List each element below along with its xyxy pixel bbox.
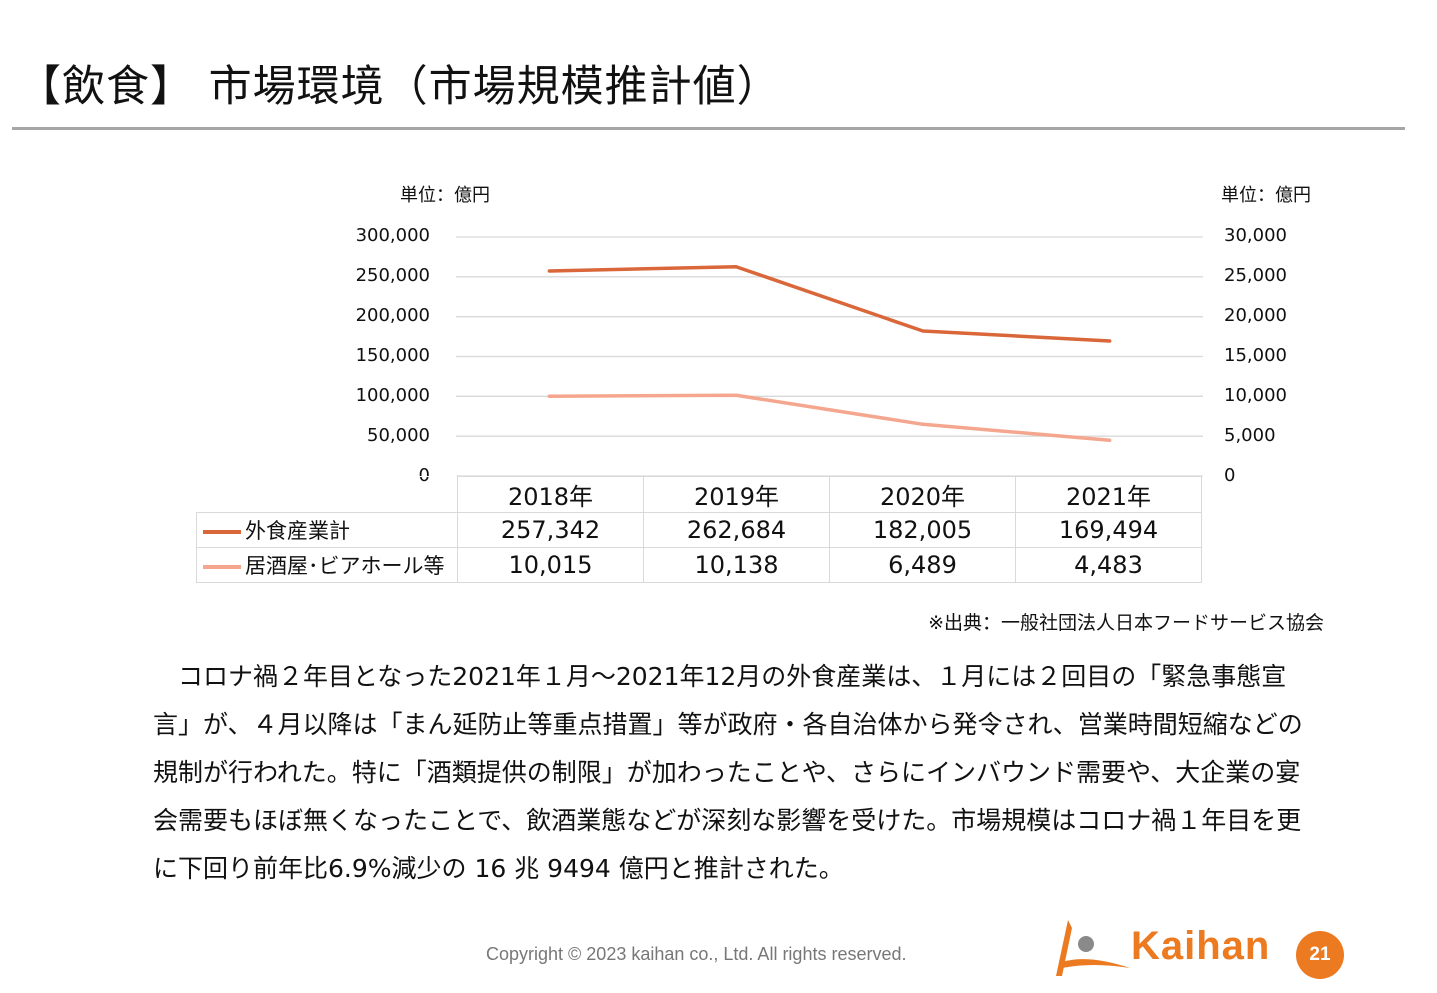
legend-entry: 外食産業計 — [196, 512, 458, 548]
data-point — [547, 269, 551, 273]
data-point — [1108, 339, 1112, 343]
table-header-row: 2018年 2019年 2020年 2021年 — [196, 476, 1202, 513]
line-chart — [456, 236, 1203, 477]
data-label: 262,684 — [643, 512, 830, 548]
data-point — [921, 329, 925, 333]
right-tick-label: 15,000 — [1224, 345, 1287, 366]
right-tick-label: 20,000 — [1224, 305, 1287, 326]
title-divider — [12, 127, 1405, 130]
data-label: 257,342 — [457, 512, 644, 548]
legend-line-swatch — [203, 565, 241, 569]
right-axis-unit: 単位：億円 — [1221, 185, 1311, 206]
legend-entry: 居酒屋･ビアホール等 — [196, 547, 458, 583]
right-tick-label: 25,000 — [1224, 265, 1287, 286]
right-tick-label: 10,000 — [1224, 385, 1287, 406]
right-tick-label: 30,000 — [1224, 225, 1287, 246]
table-row: 外食産業計 257,342 262,684 182,005 169,494 — [196, 512, 1202, 548]
left-tick-label: 100,000 — [355, 385, 430, 406]
left-tick-label: 50,000 — [367, 425, 430, 446]
source-note: ※出典：一般社団法人日本フードサービス協会 — [928, 612, 1324, 634]
data-table: 2018年 2019年 2020年 2021年 外食産業計 257,342 26… — [196, 476, 1202, 583]
left-axis-unit: 単位：億円 — [400, 185, 490, 206]
data-point — [734, 265, 738, 269]
right-tick-label: 0 — [1224, 465, 1236, 486]
legend-line-swatch — [203, 530, 241, 534]
logo-mark-icon — [1056, 920, 1130, 976]
right-tick-label: 5,000 — [1224, 425, 1276, 446]
series-name: 居酒屋･ビアホール等 — [245, 554, 445, 578]
left-tick-label: 150,000 — [355, 345, 430, 366]
data-point — [734, 393, 738, 397]
category-label: 2020年 — [829, 476, 1016, 513]
table-row: 居酒屋･ビアホール等 10,015 10,138 6,489 4,483 — [196, 547, 1202, 583]
page-title: 【飲食】 市場環境（市場規模推計値） — [18, 62, 781, 112]
table-corner — [196, 476, 458, 513]
data-point — [1108, 438, 1112, 442]
data-label: 10,015 — [457, 547, 644, 583]
category-label: 2018年 — [457, 476, 644, 513]
left-tick-label: 0 — [418, 465, 430, 486]
data-point — [547, 394, 551, 398]
body-paragraph: コロナ禍２年目となった2021年１月～2021年12月の外食産業は、１月には２回… — [153, 662, 1303, 883]
category-label: 2021年 — [1015, 476, 1202, 513]
left-tick-label: 200,000 — [355, 305, 430, 326]
left-tick-label: 300,000 — [355, 225, 430, 246]
category-label: 2019年 — [643, 476, 830, 513]
copyright-text: Copyright © 2023 kaihan co., Ltd. All ri… — [486, 944, 907, 964]
data-point — [921, 422, 925, 426]
left-tick-label: 250,000 — [355, 265, 430, 286]
series-name: 外食産業計 — [245, 519, 350, 543]
series-line-0 — [547, 264, 1112, 343]
data-label: 6,489 — [829, 547, 1016, 583]
kaihan-logo: Kaihan — [1048, 918, 1288, 980]
data-label: 4,483 — [1015, 547, 1202, 583]
page-number-badge: 21 — [1296, 931, 1344, 979]
logo-text: Kaihan — [1131, 924, 1271, 968]
data-label: 169,494 — [1015, 512, 1202, 548]
data-label: 10,138 — [643, 547, 830, 583]
series-line-1 — [547, 393, 1112, 443]
data-label: 182,005 — [829, 512, 1016, 548]
